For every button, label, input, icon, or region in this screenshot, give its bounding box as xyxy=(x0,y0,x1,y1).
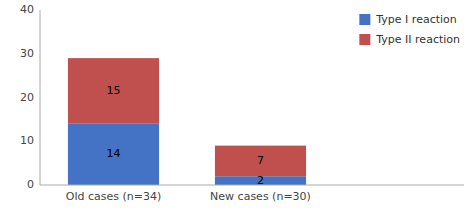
data-labels: 142157 xyxy=(107,84,265,187)
data-label: 7 xyxy=(257,154,264,167)
y-tick-label: 10 xyxy=(20,134,34,147)
bar-segment xyxy=(68,124,159,185)
y-tick-label: 30 xyxy=(20,47,34,60)
legend: Type I reaction Type II reaction xyxy=(359,13,460,46)
data-label: 14 xyxy=(107,147,121,160)
x-tick-label: New cases (n=30) xyxy=(210,190,311,203)
y-tick-label: 20 xyxy=(20,91,34,104)
bar-segment xyxy=(68,58,159,124)
bar-segment xyxy=(215,146,306,177)
bars xyxy=(68,58,306,185)
data-label: 15 xyxy=(107,84,121,97)
legend-label: Type I reaction xyxy=(375,13,456,26)
legend-item: Type II reaction xyxy=(359,33,460,46)
chart-svg: 010203040142157Old cases (n=34)New cases… xyxy=(0,0,474,211)
legend-item: Type I reaction xyxy=(359,13,456,26)
legend-swatch xyxy=(359,34,370,45)
y-axis-line xyxy=(40,10,41,185)
y-tick-label: 40 xyxy=(20,3,34,16)
chart-container: 010203040142157Old cases (n=34)New cases… xyxy=(0,0,474,211)
page: {"chart_data": {"type": "bar", "stacked"… xyxy=(0,0,474,211)
x-tick-label: Old cases (n=34) xyxy=(66,190,161,203)
x-axis-line xyxy=(40,185,464,186)
y-axis: 0 10 20 30 40 xyxy=(20,3,34,191)
legend-swatch xyxy=(359,14,370,25)
y-tick-label: 0 xyxy=(27,178,34,191)
x-axis: Old cases (n=34) New cases (n=30) xyxy=(66,190,311,203)
legend-label: Type II reaction xyxy=(375,33,460,46)
